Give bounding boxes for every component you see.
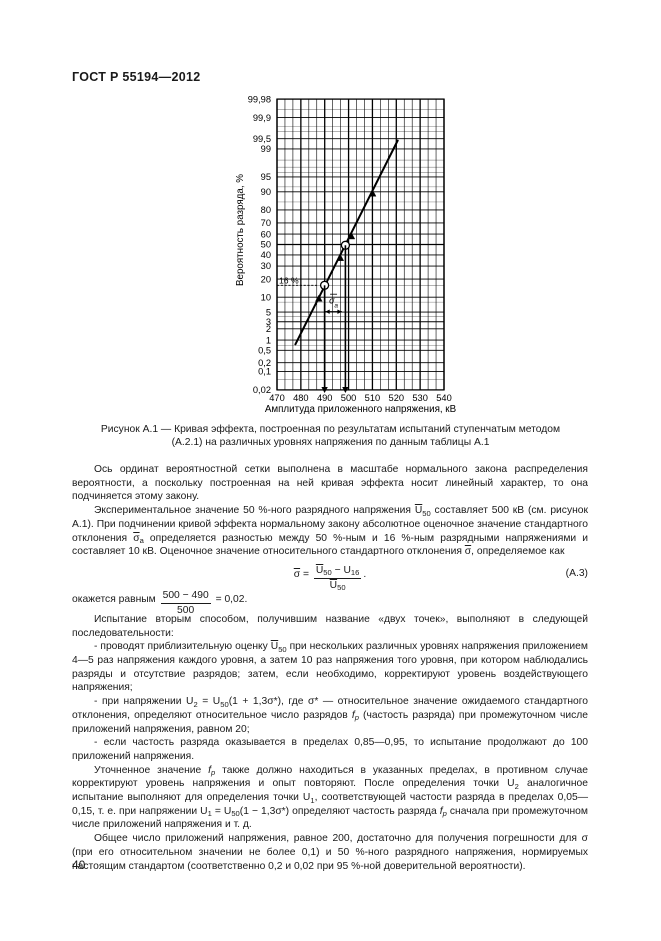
svg-text:16 %: 16 % xyxy=(279,276,299,286)
svg-text:530: 530 xyxy=(412,393,428,403)
svg-text:10: 10 xyxy=(261,292,271,302)
svg-text:520: 520 xyxy=(389,393,405,403)
svg-text:2: 2 xyxy=(266,324,271,334)
svg-text:60: 60 xyxy=(261,229,271,239)
svg-text:5: 5 xyxy=(266,307,271,317)
svg-text:30: 30 xyxy=(261,261,271,271)
svg-text:1: 1 xyxy=(266,335,271,345)
svg-text:50: 50 xyxy=(261,240,271,250)
svg-text:540: 540 xyxy=(436,393,452,403)
svg-text:95: 95 xyxy=(261,172,271,182)
svg-text:σa: σa xyxy=(329,296,338,310)
svg-text:70: 70 xyxy=(261,218,271,228)
svg-text:99: 99 xyxy=(261,144,271,154)
svg-text:99,98: 99,98 xyxy=(248,94,271,104)
svg-text:20: 20 xyxy=(261,274,271,284)
svg-text:0,5: 0,5 xyxy=(258,346,271,356)
svg-text:510: 510 xyxy=(365,393,381,403)
svg-text:500: 500 xyxy=(341,393,357,403)
svg-text:490: 490 xyxy=(317,393,333,403)
svg-text:0,1: 0,1 xyxy=(258,367,271,377)
svg-text:99,5: 99,5 xyxy=(253,134,271,144)
svg-text:480: 480 xyxy=(293,393,309,403)
svg-text:40: 40 xyxy=(261,250,271,260)
svg-text:90: 90 xyxy=(261,187,271,197)
svg-text:Амплитуда приложенного напряже: Амплитуда приложенного напряжения, кВ xyxy=(265,404,457,415)
svg-text:470: 470 xyxy=(269,393,285,403)
svg-text:99,9: 99,9 xyxy=(253,113,271,123)
svg-text:Вероятность разряда, %: Вероятность разряда, % xyxy=(235,174,246,286)
svg-text:80: 80 xyxy=(261,205,271,215)
